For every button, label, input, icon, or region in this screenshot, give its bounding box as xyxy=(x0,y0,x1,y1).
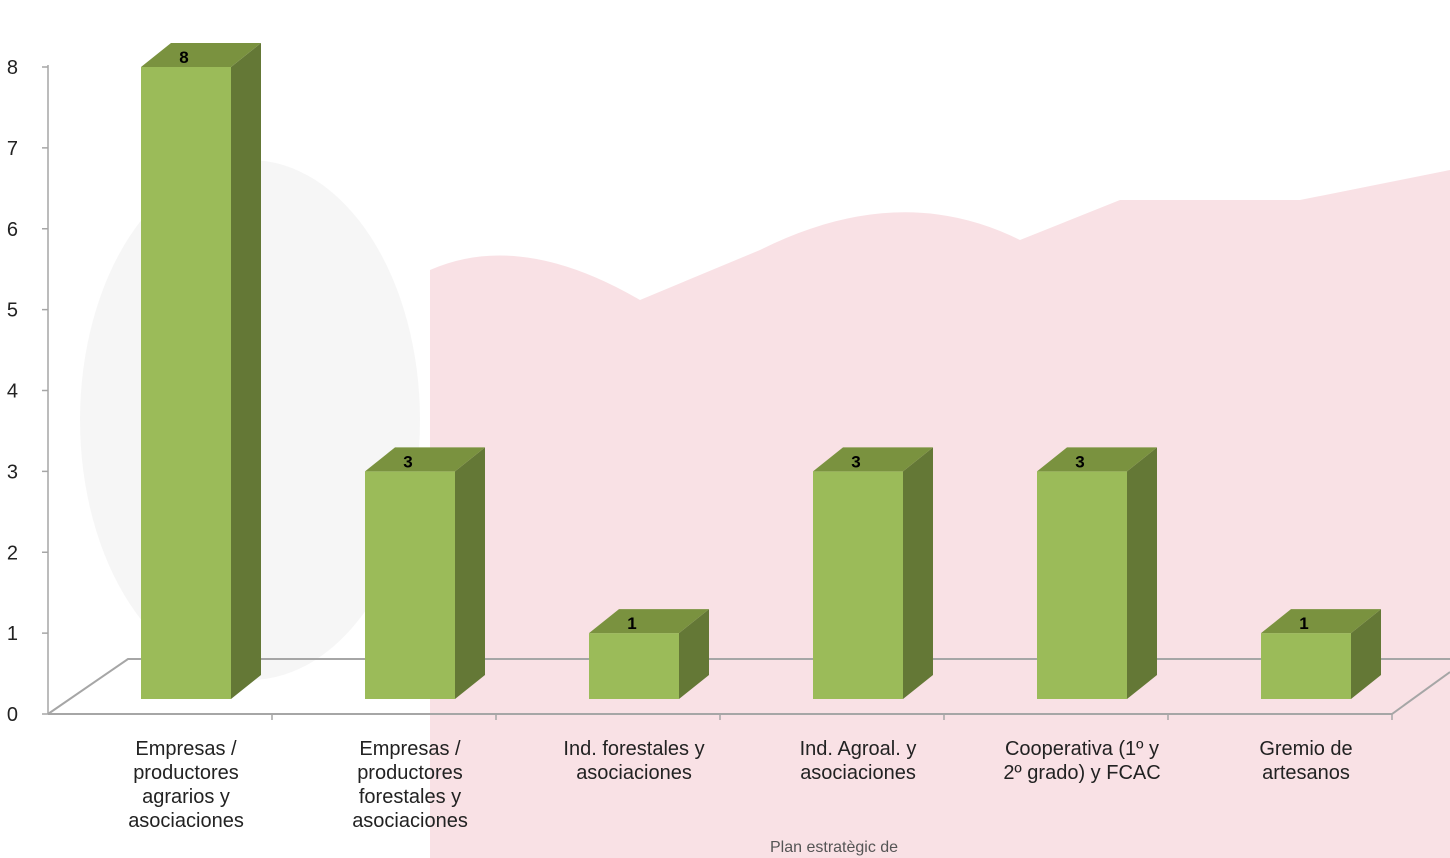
bar-side xyxy=(903,447,933,699)
data-label: 1 xyxy=(627,614,636,633)
bar xyxy=(589,609,709,699)
y-tick-label: 1 xyxy=(7,623,18,645)
y-tick-label: 7 xyxy=(7,138,18,160)
bar-top xyxy=(813,447,933,472)
bar-side xyxy=(1127,447,1157,699)
data-label: 3 xyxy=(851,452,860,471)
data-label: 3 xyxy=(1075,452,1084,471)
floor-back-edge xyxy=(47,658,1450,715)
bar-side xyxy=(1351,609,1381,699)
bar-front xyxy=(589,633,679,699)
bar-side xyxy=(455,447,485,699)
bar xyxy=(141,43,261,699)
bar-top xyxy=(1261,609,1381,634)
y-tick-label: 4 xyxy=(7,381,18,403)
floor-plane xyxy=(47,658,1450,720)
x-tick-label: Empresas / productores forestales y asociac… xyxy=(352,738,468,832)
x-tick-label: Ind. forestales y asociaciones xyxy=(563,738,705,784)
data-labels: 8 3 1 3 3 1 xyxy=(179,48,1308,633)
watermark-caption: Plan estratègic de xyxy=(770,839,898,856)
bar-front xyxy=(813,471,903,699)
bar-top xyxy=(589,609,709,634)
y-tick-label: 6 xyxy=(7,219,18,241)
y-tick-label: 3 xyxy=(7,461,18,483)
y-tick-label: 8 xyxy=(7,57,18,79)
x-tick-label: Empresas / productores agrarios y asociacio… xyxy=(128,738,244,832)
bar-top xyxy=(365,447,485,472)
bar-front xyxy=(141,67,231,699)
bar-top xyxy=(141,43,261,67)
bar-series xyxy=(141,43,1381,699)
y-tick-label: 2 xyxy=(7,542,18,564)
bar xyxy=(813,447,933,699)
x-tick-label: Cooperativa (1º y 2º grado) y FCAC xyxy=(1003,738,1161,784)
y-tick-label: 0 xyxy=(7,704,18,726)
bar-side xyxy=(679,609,709,699)
data-label: 1 xyxy=(1299,614,1308,633)
y-axis: 0 1 2 3 4 5 6 7 8 xyxy=(7,57,49,726)
bar xyxy=(1261,609,1381,699)
bar-side xyxy=(231,43,261,699)
x-tick-label: Gremio de artesanos xyxy=(1259,738,1353,784)
bar-front xyxy=(1037,471,1127,699)
bar-front xyxy=(365,471,455,699)
y-tick-label: 5 xyxy=(7,300,18,322)
bar-top xyxy=(1037,447,1157,472)
bar xyxy=(365,447,485,699)
bar-front xyxy=(1261,633,1351,699)
data-label: 8 xyxy=(179,48,188,67)
data-label: 3 xyxy=(403,452,412,471)
bar xyxy=(1037,447,1157,699)
x-tick-label: Ind. Agroal. y asociaciones xyxy=(799,738,917,784)
